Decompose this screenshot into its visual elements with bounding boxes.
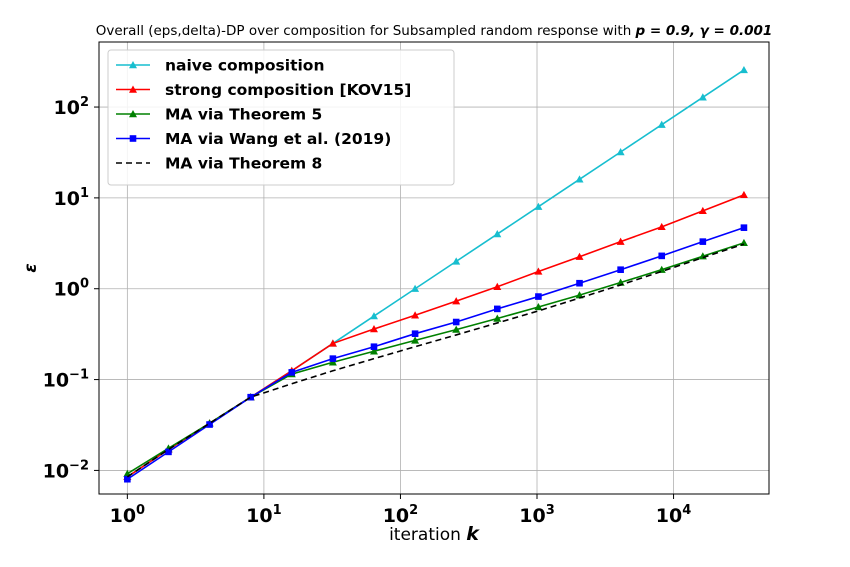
y-tick-label: 100 [54, 277, 90, 301]
data-point [370, 343, 378, 351]
legend-marker [129, 135, 137, 142]
data-point [452, 297, 461, 305]
data-point [493, 282, 502, 291]
data-point [369, 347, 378, 355]
legend-box [107, 49, 455, 186]
data-point [411, 336, 420, 344]
data-point [452, 318, 460, 326]
data-point [616, 237, 625, 245]
data-point [534, 302, 543, 311]
data-point [657, 265, 666, 273]
data-point [617, 266, 624, 273]
data-point [699, 238, 707, 245]
legend-item-ma-via-wang-et-al-2019: MA via Wang et al. (2019) [116, 130, 391, 148]
series-line [126, 243, 745, 478]
legend: naive composition strong composition [KOV… [107, 49, 455, 186]
legend-label: MA via Wang et al. (2019) [165, 130, 391, 148]
x-tick-label: 100 [110, 503, 146, 527]
data-point [575, 291, 584, 299]
tick-layer: 100 101 102 103 104 10−2 10−1 100 101 102 [43, 95, 692, 527]
data-point [576, 279, 583, 287]
series-line [126, 242, 745, 475]
x-tick-label: 101 [246, 503, 282, 527]
data-point [329, 355, 337, 362]
x-tick-label: 104 [656, 503, 692, 527]
series-line [126, 194, 745, 478]
legend-label: strong composition [KOV15] [165, 81, 411, 99]
chart-title-params: p = 0.9, γ = 0.001 [635, 23, 773, 39]
plot-frame [98, 41, 770, 495]
series-ma-via-wang-et-al-2019 [124, 224, 748, 483]
data-point [575, 175, 584, 183]
data-point [493, 314, 502, 322]
y-tick-label: 102 [54, 95, 90, 119]
y-tick-label: 10−2 [43, 458, 89, 482]
data-point [411, 311, 420, 319]
data-point [493, 230, 502, 238]
series-layer [123, 65, 748, 483]
series-ma-via-theorem-8 [126, 243, 745, 478]
chart-title-main: Overall (eps,delta)-DP over composition … [96, 23, 632, 39]
x-tick-label: 103 [519, 503, 555, 527]
legend-item-naive-composition: naive composition [116, 57, 325, 75]
data-point [494, 305, 501, 313]
y-axis-label: ε [21, 263, 41, 272]
data-point [739, 65, 748, 74]
legend-item-strong-composition-kov15: strong composition [KOV15] [116, 81, 411, 99]
data-point [657, 222, 666, 231]
y-tick-label: 10−1 [43, 368, 89, 392]
legend-label: MA via Theorem 5 [165, 106, 322, 124]
x-tick-label: 102 [383, 503, 419, 527]
data-point [658, 252, 666, 260]
x-axis-label-var: k [466, 523, 480, 545]
data-point [165, 448, 172, 456]
legend-label: naive composition [165, 57, 325, 75]
legend-marker [129, 61, 137, 69]
data-point [411, 330, 419, 337]
data-point [535, 293, 542, 300]
data-point [739, 190, 748, 199]
data-point [369, 312, 378, 320]
x-axis-label: iteration k [389, 523, 480, 545]
legend-item-ma-via-theorem-5: MA via Theorem 5 [116, 106, 322, 124]
data-point [411, 284, 420, 292]
data-point [328, 339, 337, 347]
data-point [698, 206, 707, 215]
data-point [124, 475, 131, 483]
data-point [657, 120, 666, 128]
data-point [740, 224, 748, 231]
y-tick-label: 101 [54, 186, 90, 210]
legend-marker [129, 110, 137, 118]
legend-item-ma-via-theorem-8: MA via Theorem 8 [116, 155, 322, 173]
data-point [534, 202, 543, 210]
data-point [452, 325, 461, 333]
chart-title: Overall (eps,delta)-DP over composition … [96, 23, 773, 39]
data-point [288, 369, 296, 376]
data-point [534, 267, 543, 275]
data-point [247, 393, 254, 401]
data-point [369, 325, 378, 333]
data-point [616, 147, 625, 156]
legend-marker [129, 85, 137, 93]
data-point [206, 421, 213, 428]
data-point [452, 257, 461, 265]
legend-label: MA via Theorem 8 [165, 155, 322, 173]
series-line [126, 226, 745, 480]
data-point [698, 93, 707, 101]
data-point [575, 252, 584, 260]
